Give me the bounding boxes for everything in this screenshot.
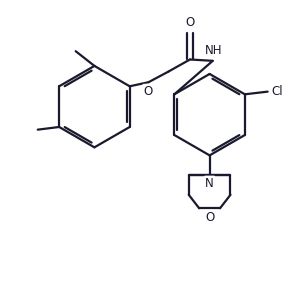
Text: O: O (144, 85, 153, 98)
Text: O: O (185, 17, 194, 29)
Text: Cl: Cl (272, 85, 283, 98)
Text: NH: NH (205, 44, 223, 57)
Text: N: N (205, 177, 214, 190)
Text: O: O (205, 211, 214, 224)
